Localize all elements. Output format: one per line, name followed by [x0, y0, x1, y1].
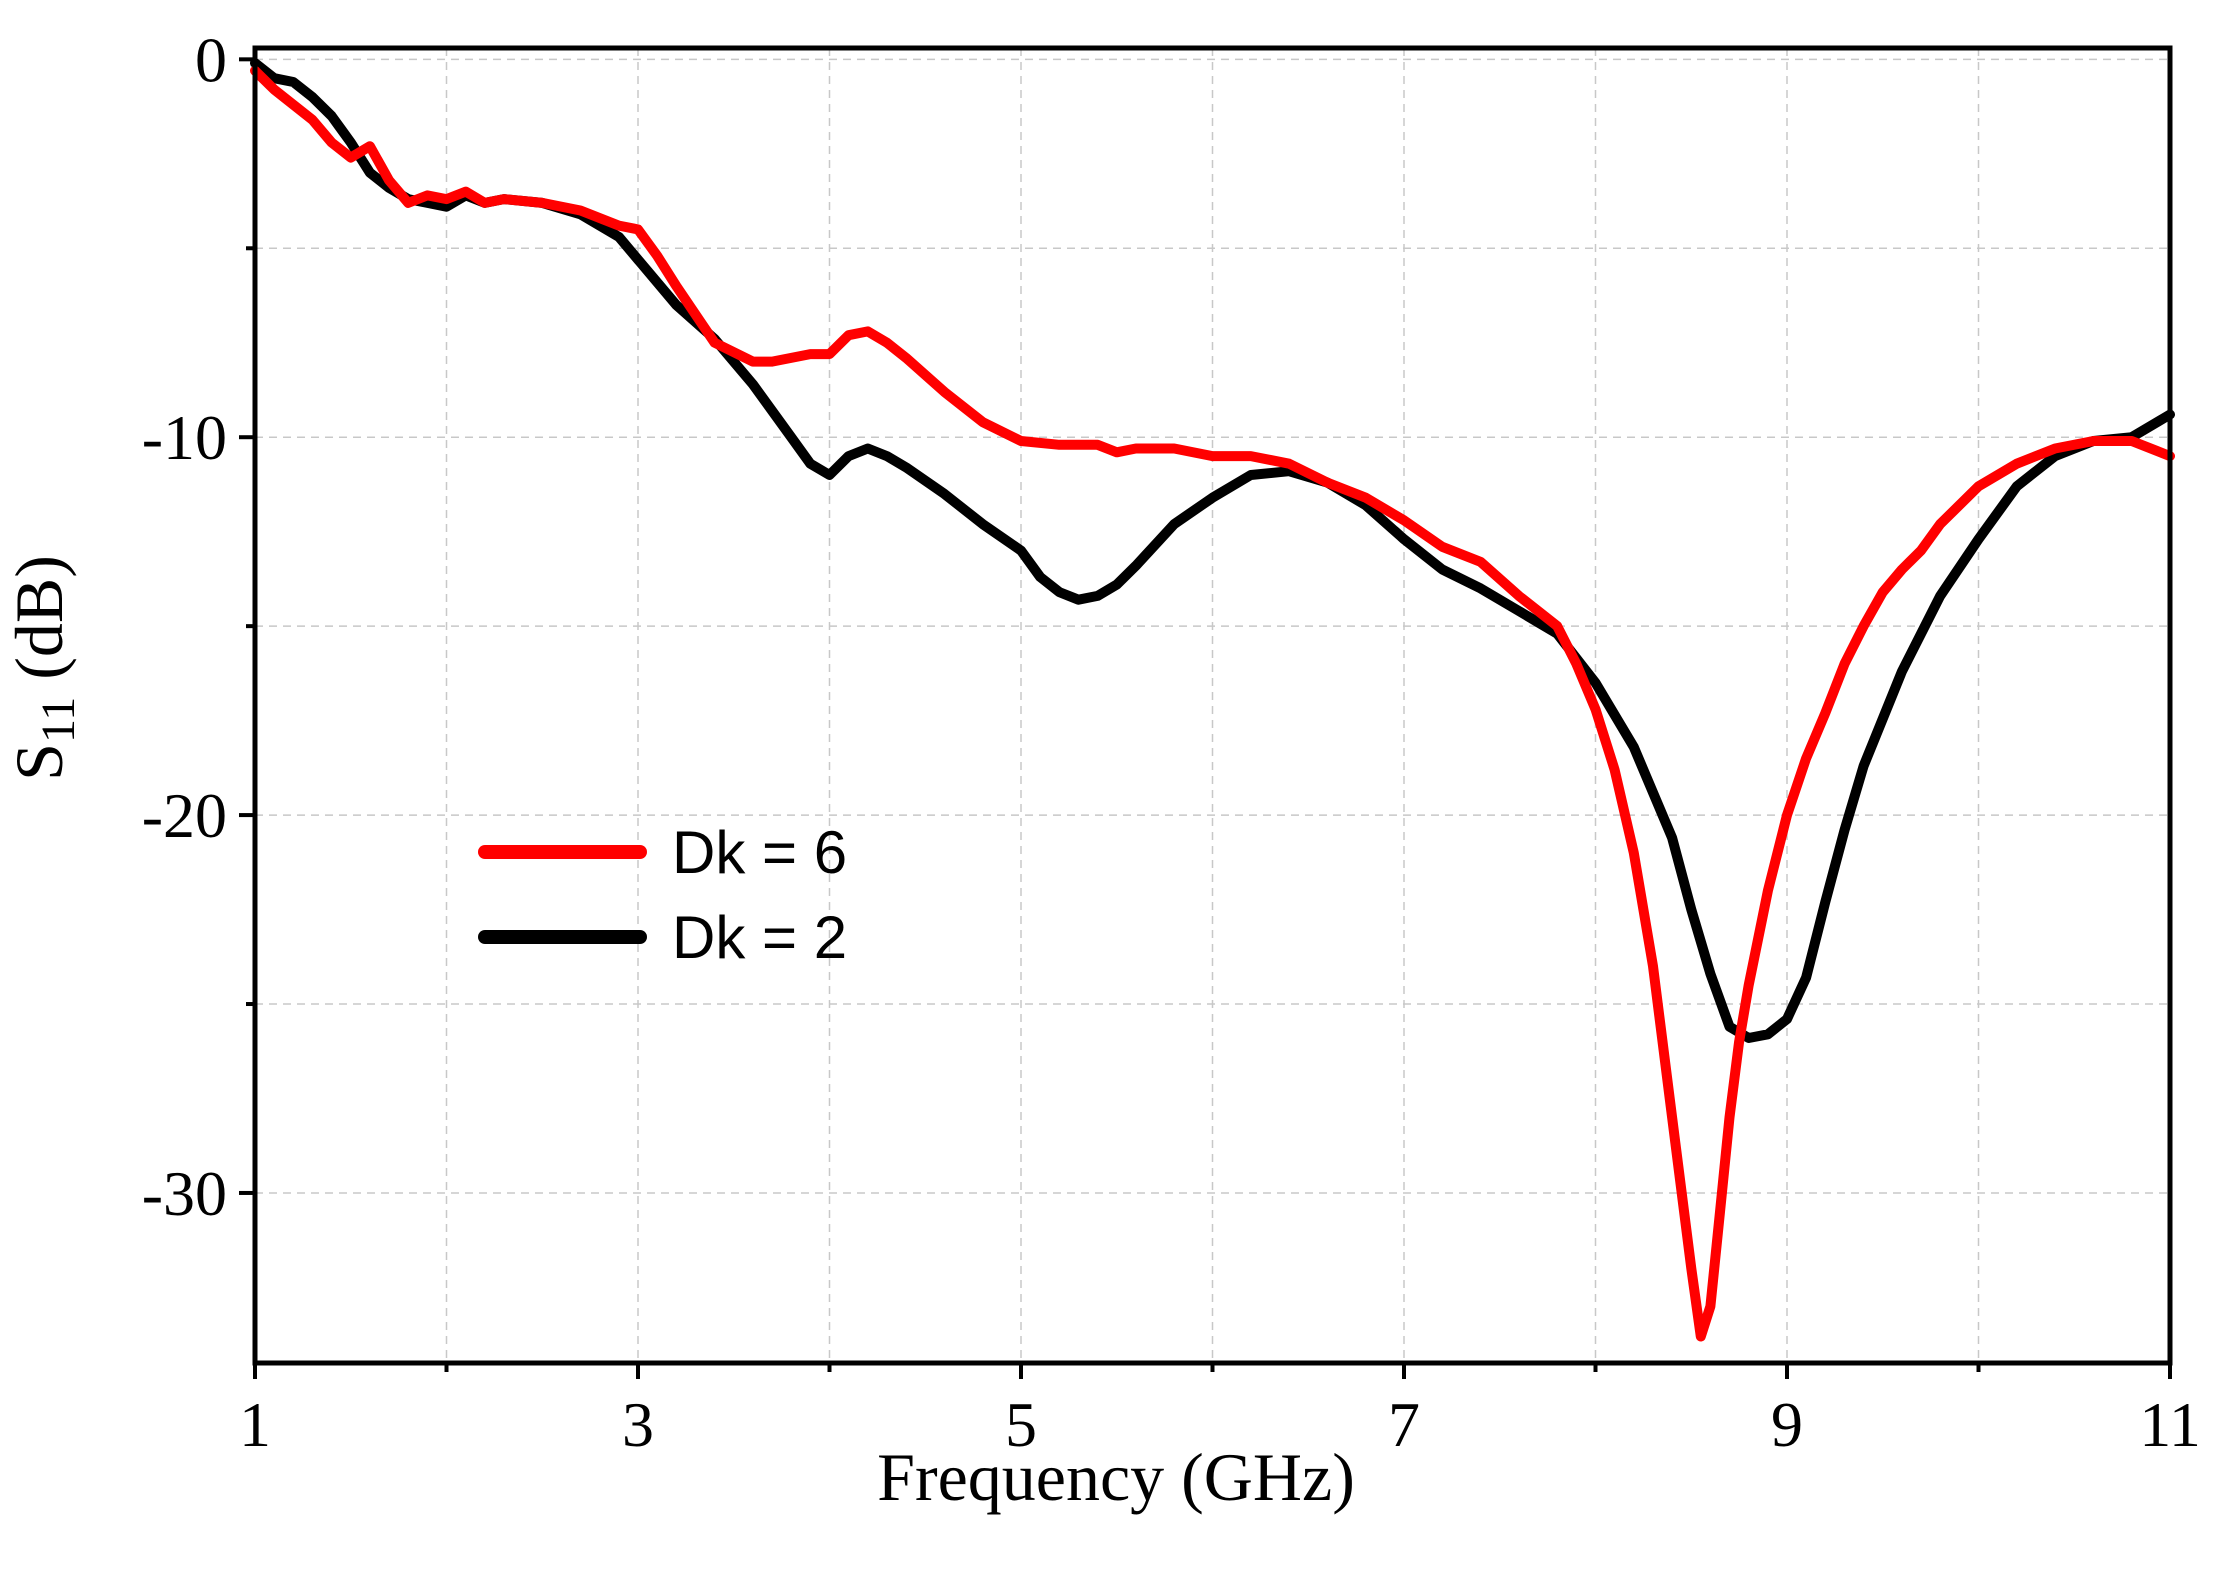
y-axis-title: S11 (dB) — [1, 555, 85, 781]
y-tick-label: -30 — [142, 1158, 227, 1229]
y-tick-label: -10 — [142, 402, 227, 473]
y-tick-label: -20 — [142, 780, 227, 851]
tick-labels: 1 3 5 7 9 11 0 -10 -20 -30 — [142, 24, 2201, 1460]
series-line-dk-6 — [250, 65, 2175, 1342]
y-axis-title-main: S — [1, 743, 77, 781]
x-axis-title: Frequency (GHz) — [877, 1439, 1355, 1515]
legend: Dk = 6 Dk = 2 — [478, 819, 847, 971]
x-tick-label: 9 — [1771, 1389, 1803, 1460]
ticks — [239, 57, 2172, 1379]
x-tick-label: 11 — [2139, 1389, 2201, 1460]
y-axis-title-unit: (dB) — [1, 555, 77, 697]
x-tick-label: 5 — [1005, 1389, 1037, 1460]
y-tick-label: 0 — [195, 24, 227, 95]
x-tick-label: 1 — [239, 1389, 271, 1460]
grid — [255, 48, 2170, 1363]
legend-label-dk2: Dk = 2 — [672, 904, 847, 971]
x-tick-label: 3 — [622, 1389, 654, 1460]
series-layer — [250, 58, 2175, 1342]
x-tick-label: 7 — [1388, 1389, 1420, 1460]
legend-label-dk6: Dk = 6 — [672, 819, 847, 886]
y-axis-title-sub: 11 — [32, 697, 85, 743]
